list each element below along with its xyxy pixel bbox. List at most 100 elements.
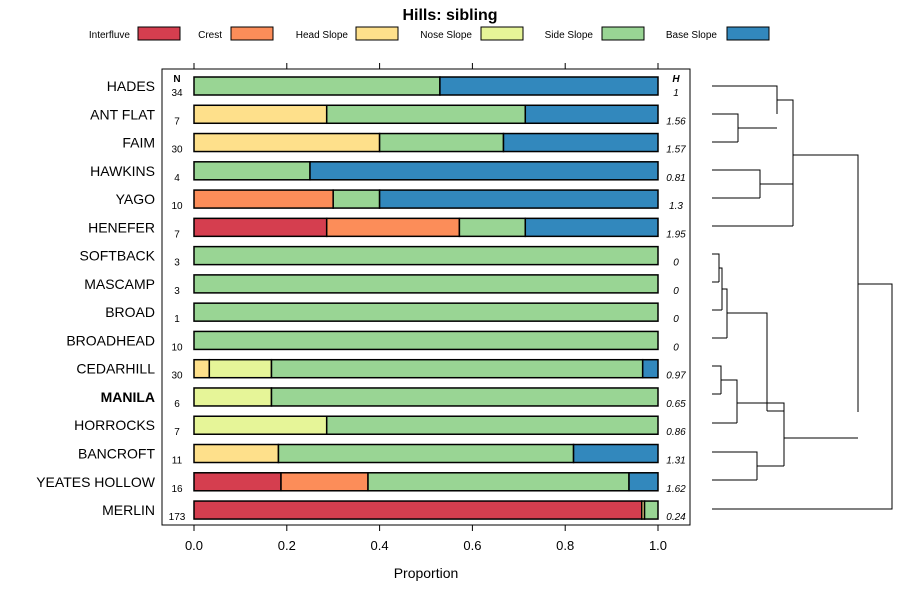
bar-segment xyxy=(193,245,659,266)
h-value: 1.95 xyxy=(666,229,686,240)
dendrogram-branch xyxy=(712,365,722,394)
h-header: H xyxy=(672,74,680,85)
bar-segment xyxy=(193,387,273,407)
n-value: 6 xyxy=(174,399,180,410)
bar-row: BROAD 1 0 xyxy=(105,302,679,325)
dendrogram-branch xyxy=(777,99,794,200)
bar-segment xyxy=(643,500,659,520)
bar-row: BROADHEAD 10 0 xyxy=(66,330,679,353)
dendrogram-branch xyxy=(712,451,758,480)
h-value: 0.97 xyxy=(666,371,686,382)
dendrogram-branch xyxy=(712,283,893,510)
row-label: SOFTBACK xyxy=(80,248,156,264)
row-label: HAWKINS xyxy=(90,163,155,179)
n-value: 10 xyxy=(171,201,183,212)
plot-frame xyxy=(161,68,691,526)
h-value: 1.62 xyxy=(666,484,686,495)
bar-segment xyxy=(193,330,659,351)
n-value: 3 xyxy=(174,258,180,269)
row-label: HORROCKS xyxy=(74,417,155,433)
bar-segment xyxy=(628,472,659,492)
x-tick-label: 0.6 xyxy=(463,538,481,553)
row-label: HADES xyxy=(107,78,155,94)
dendrogram-branch xyxy=(722,288,728,338)
n-value: 173 xyxy=(169,512,186,523)
row-label: CEDARHILL xyxy=(76,361,155,377)
legend-swatch xyxy=(355,26,399,41)
dendrogram-branch xyxy=(737,402,785,466)
row-label: YEATES HOLLOW xyxy=(36,474,156,490)
x-tick-label: 0.8 xyxy=(556,538,574,553)
bar-row: YAGO 10 1.3 xyxy=(116,189,683,212)
dendrogram-branch xyxy=(727,312,768,411)
bar-segment xyxy=(193,472,282,492)
h-value: 0 xyxy=(673,286,679,297)
bar-row: SOFTBACK 3 0 xyxy=(80,245,679,269)
x-tick-label: 0.4 xyxy=(371,538,389,553)
h-value: 1 xyxy=(673,88,679,99)
legend: Interfluve Crest Head Slope Nose Slope Side … xyxy=(89,26,770,41)
legend-label: Nose Slope xyxy=(420,30,472,41)
bar-segment xyxy=(325,217,461,238)
bar-segment xyxy=(208,358,273,379)
legend-swatch xyxy=(726,26,770,41)
bar-segment xyxy=(270,387,659,407)
bar-segment xyxy=(193,217,328,238)
n-value: 4 xyxy=(174,173,180,184)
n-value: 3 xyxy=(174,286,180,297)
legend-label: Interfluve xyxy=(89,30,131,41)
x-axis: 0.0 0.2 0.4 0.6 0.8 1.0 xyxy=(185,63,667,553)
chart-title: Hills: sibling xyxy=(402,7,497,24)
row-label: MERLIN xyxy=(102,502,155,518)
bar-segment xyxy=(378,189,659,209)
row-label: FAIM xyxy=(122,135,155,151)
h-value: 0.81 xyxy=(666,173,685,184)
dendrogram-branch xyxy=(719,267,723,310)
bar-segment xyxy=(458,217,527,238)
legend-label: Base Slope xyxy=(666,30,718,41)
bar-segment xyxy=(193,443,280,464)
h-value: 1.56 xyxy=(666,116,686,127)
h-value: 0.65 xyxy=(666,399,686,410)
bar-row: HAWKINS 4 0.81 xyxy=(90,161,686,184)
legend-label: Head Slope xyxy=(296,30,349,41)
dendrogram-branch xyxy=(712,169,761,198)
legend-swatch xyxy=(601,26,645,41)
bar-segment xyxy=(325,415,659,435)
bar-segment xyxy=(367,472,630,492)
x-tick-label: 1.0 xyxy=(649,538,667,553)
h-value: 0.86 xyxy=(666,427,686,438)
legend-swatch xyxy=(137,26,181,41)
n-value: 34 xyxy=(171,88,183,99)
bar-segment xyxy=(502,132,659,153)
row-label: YAGO xyxy=(116,191,156,207)
n-value: 7 xyxy=(174,116,180,127)
legend-swatch xyxy=(230,26,274,41)
n-value: 16 xyxy=(171,484,183,495)
dendrogram-branch xyxy=(760,183,794,226)
n-value: 7 xyxy=(174,229,180,240)
bar-segment xyxy=(325,104,527,125)
h-value: 1.3 xyxy=(669,201,683,212)
row-label: HENEFER xyxy=(88,219,155,235)
bar-segment xyxy=(524,104,659,125)
n-value: 30 xyxy=(171,145,183,156)
bar-segment xyxy=(277,443,575,464)
bar-segment xyxy=(193,189,334,209)
n-header: N xyxy=(173,74,180,85)
row-label: ANT FLAT xyxy=(90,106,155,122)
h-value: 1.31 xyxy=(666,456,685,467)
bar-row: HORROCKS 7 0.86 xyxy=(74,415,686,438)
bar-segment xyxy=(193,302,659,322)
dendrogram xyxy=(712,85,893,510)
bar-row: BANCROFT 11 1.31 xyxy=(78,443,686,467)
bar-segment xyxy=(193,161,311,181)
bar-row: YEATES HOLLOW 16 1.62 xyxy=(36,472,686,495)
bar-row: CEDARHILL 30 0.97 xyxy=(76,358,686,382)
n-value: 1 xyxy=(174,314,180,325)
h-value: 0 xyxy=(673,342,679,353)
dendrogram-branch xyxy=(712,113,739,142)
bar-segment xyxy=(524,217,659,238)
h-value: 0 xyxy=(673,314,679,325)
